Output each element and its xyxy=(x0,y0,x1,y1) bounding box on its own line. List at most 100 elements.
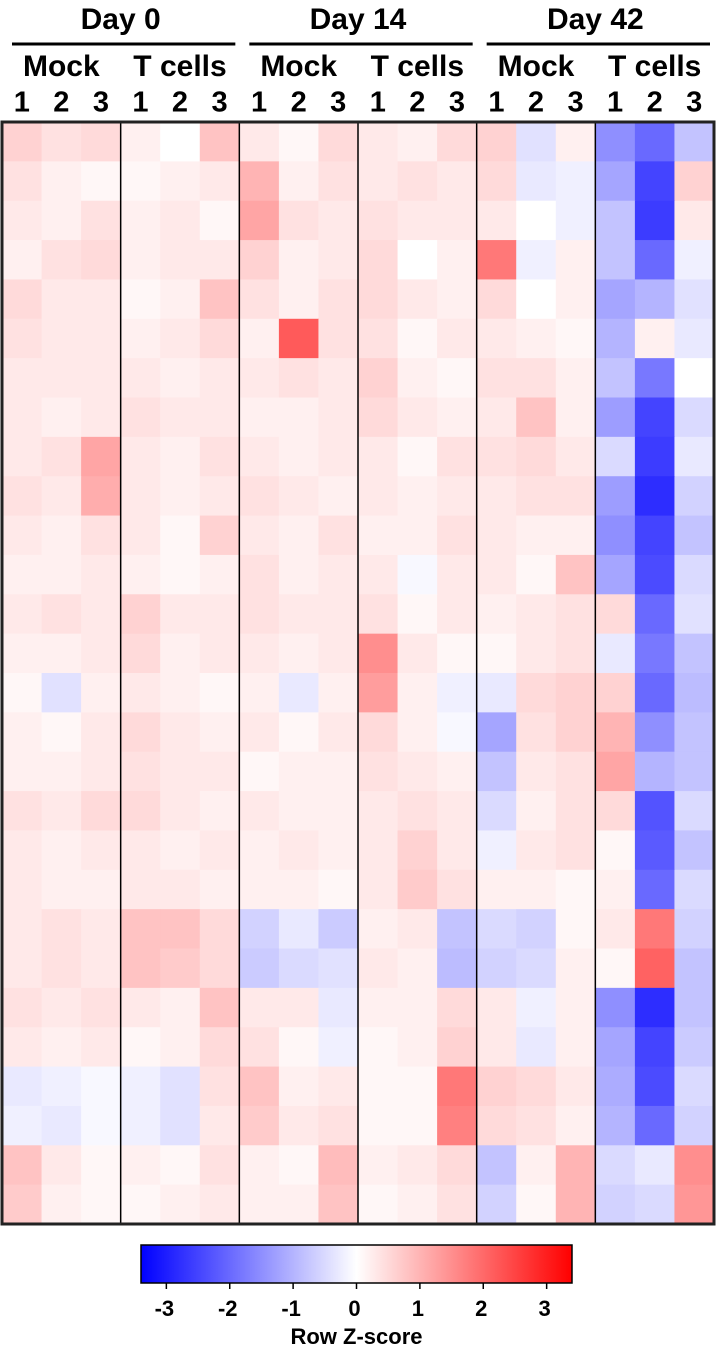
heatmap-cell xyxy=(2,1184,43,1225)
heatmap-border xyxy=(0,120,716,1226)
heatmap-cell xyxy=(2,161,43,202)
column-label: 1 xyxy=(251,87,267,119)
heatmap-cell xyxy=(81,633,122,674)
heatmap-cell xyxy=(318,122,359,162)
heatmap-cell xyxy=(318,987,359,1028)
heatmap-cell xyxy=(41,240,82,280)
column-label: 3 xyxy=(93,87,109,119)
subgroup-label: T cells xyxy=(608,50,701,83)
heatmap-cell xyxy=(476,751,517,792)
heatmap-cell xyxy=(674,791,715,831)
heatmap-cell xyxy=(437,279,478,320)
heatmap-cell xyxy=(595,1184,636,1225)
heatmap-cell xyxy=(358,1105,399,1146)
heatmap-cell xyxy=(674,948,715,989)
heatmap-cell xyxy=(555,358,596,398)
heatmap-cell xyxy=(634,1027,675,1068)
heatmap-cell xyxy=(358,830,399,871)
heatmap-cell xyxy=(239,476,280,517)
heatmap-cell xyxy=(476,554,517,595)
heatmap-cell xyxy=(674,515,715,556)
heatmap-cell xyxy=(81,436,122,477)
heatmap-cell xyxy=(120,240,161,280)
heatmap-cell xyxy=(476,712,517,753)
heatmap-cell xyxy=(476,476,517,517)
heatmap-cell xyxy=(595,515,636,556)
heatmap-cell xyxy=(2,476,43,517)
heatmap-cell xyxy=(2,240,43,280)
heatmap-cell xyxy=(239,909,280,949)
heatmap-cell xyxy=(674,830,715,871)
heatmap-cell xyxy=(160,1105,201,1146)
heatmap-cell xyxy=(2,358,43,398)
heatmap-cell xyxy=(120,594,161,635)
heatmap-cell xyxy=(199,397,240,438)
heatmap-cell xyxy=(120,1027,161,1068)
heatmap-cell xyxy=(160,554,201,595)
heatmap-cell xyxy=(555,397,596,438)
heatmap-cell xyxy=(81,554,122,595)
heatmap-cell xyxy=(674,673,715,713)
heatmap-cell xyxy=(358,633,399,674)
heatmap-cell xyxy=(595,122,636,162)
heatmap-cell xyxy=(160,122,201,162)
heatmap-cell xyxy=(555,1027,596,1068)
heatmap-cell xyxy=(318,712,359,753)
heatmap-cell xyxy=(318,240,359,280)
heatmap-cell xyxy=(476,436,517,477)
heatmap-cell xyxy=(358,240,399,280)
heatmap-cell xyxy=(595,1066,636,1107)
heatmap-cell xyxy=(674,476,715,517)
column-label: 2 xyxy=(291,87,307,119)
heatmap-cell xyxy=(358,869,399,910)
heatmap-cell xyxy=(358,397,399,438)
heatmap-cell xyxy=(476,200,517,241)
heatmap-cell xyxy=(81,200,122,241)
heatmap-cell xyxy=(476,1145,517,1186)
heatmap-cell xyxy=(239,279,280,320)
heatmap-cell xyxy=(2,712,43,753)
heatmap-cell xyxy=(476,1066,517,1107)
heatmap-cell xyxy=(516,1145,557,1186)
heatmap-cell xyxy=(239,1105,280,1146)
colorbar-tick-label: -1 xyxy=(281,1296,301,1321)
heatmap-cell xyxy=(2,397,43,438)
heatmap-cell xyxy=(81,712,122,753)
heatmap-cell xyxy=(358,554,399,595)
heatmap-cell xyxy=(2,200,43,241)
heatmap-cell xyxy=(2,830,43,871)
heatmap-cell xyxy=(160,476,201,517)
heatmap-cell xyxy=(278,633,319,674)
heatmap-cell xyxy=(160,1066,201,1107)
heatmap-cell xyxy=(516,673,557,713)
heatmap-cell xyxy=(437,1184,478,1225)
heatmap-cell xyxy=(278,554,319,595)
heatmap-cell xyxy=(516,791,557,831)
heatmap-cell xyxy=(555,1105,596,1146)
heatmap-cell xyxy=(358,1184,399,1225)
heatmap-cell xyxy=(239,869,280,910)
heatmap-cell xyxy=(516,594,557,635)
heatmap-cell xyxy=(278,122,319,162)
heatmap-cell xyxy=(595,476,636,517)
heatmap-cell xyxy=(397,1184,438,1225)
heatmap-cell xyxy=(358,515,399,556)
heatmap-cell xyxy=(41,318,82,359)
heatmap-cell xyxy=(437,1145,478,1186)
heatmap-cell xyxy=(397,712,438,753)
heatmap-cell xyxy=(199,987,240,1028)
heatmap-cell xyxy=(199,830,240,871)
heatmap-cell xyxy=(41,869,82,910)
heatmap-cell xyxy=(120,1145,161,1186)
heatmap-cell xyxy=(476,987,517,1028)
heatmap-cell xyxy=(41,1184,82,1225)
heatmap-cell xyxy=(199,240,240,280)
heatmap-cell xyxy=(199,712,240,753)
subgroup-label: T cells xyxy=(133,50,226,83)
heatmap-cell xyxy=(41,200,82,241)
heatmap-cell xyxy=(397,1066,438,1107)
heatmap-cell xyxy=(160,712,201,753)
heatmap-cell xyxy=(278,358,319,398)
heatmap-cell xyxy=(397,1027,438,1068)
heatmap-cell xyxy=(41,909,82,949)
